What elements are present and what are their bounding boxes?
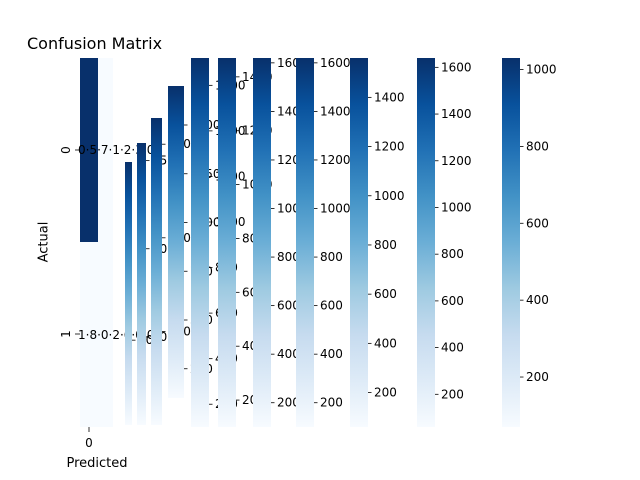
colorbar-0 bbox=[125, 162, 132, 425]
x-axis-label: Predicted bbox=[66, 456, 127, 471]
y-tick-label-0: 0 bbox=[59, 146, 73, 154]
cell-annotation-row0: 0·5·7·1·2·3·0 bbox=[78, 143, 154, 157]
heatmap-cell-row0-col1 bbox=[98, 58, 113, 242]
colorbar-8-tick-label: 1400 bbox=[374, 90, 405, 104]
colorbar-9 bbox=[417, 58, 435, 427]
colorbar-7-tick-label: 200 bbox=[320, 396, 343, 410]
colorbar-7 bbox=[296, 58, 314, 427]
colorbar-9-tick-label: 400 bbox=[441, 341, 464, 355]
colorbar-9-tick-label: 600 bbox=[441, 294, 464, 308]
colorbar-8-tick-label: 200 bbox=[374, 386, 397, 400]
colorbars-group: 5005001000150050010001500250500750100012… bbox=[125, 56, 557, 427]
colorbar-7-tick-label: 400 bbox=[320, 347, 343, 361]
y-tick-label-1: 1 bbox=[59, 330, 73, 338]
colorbar-10 bbox=[502, 58, 520, 427]
y-axis-label: Actual bbox=[37, 222, 52, 263]
colorbar-6-tick-label: 400 bbox=[277, 347, 300, 361]
colorbar-9-tick-label: 1400 bbox=[441, 107, 472, 121]
colorbar-8-tick-label: 600 bbox=[374, 287, 397, 301]
colorbar-9-tick-label: 200 bbox=[441, 387, 464, 401]
colorbar-3 bbox=[168, 86, 184, 398]
colorbar-8 bbox=[350, 58, 368, 427]
colorbar-9-tick-label: 1200 bbox=[441, 154, 472, 168]
colorbar-10-tick-label: 1000 bbox=[526, 63, 557, 77]
colorbar-10-tick-label: 800 bbox=[526, 139, 549, 153]
colorbar-4 bbox=[191, 58, 209, 427]
colorbar-8-tick-label: 400 bbox=[374, 336, 397, 350]
colorbar-9-tick-label: 800 bbox=[441, 247, 464, 261]
colorbar-5 bbox=[218, 58, 236, 427]
colorbar-7-tick-label: 1200 bbox=[320, 153, 351, 167]
colorbar-7-tick-label: 1000 bbox=[320, 202, 351, 216]
colorbar-1 bbox=[137, 143, 146, 425]
colorbar-7-tick-label: 600 bbox=[320, 299, 343, 313]
colorbar-6-tick-label: 800 bbox=[277, 250, 300, 264]
cell-annotation-row1: 1·8·0·2·6·0·0 bbox=[78, 328, 154, 342]
colorbar-9-tick-label: 1000 bbox=[441, 200, 472, 214]
colorbar-8-tick-label: 1200 bbox=[374, 140, 405, 154]
colorbar-8-tick-label: 800 bbox=[374, 238, 397, 252]
chart-title: Confusion Matrix bbox=[27, 34, 162, 53]
colorbar-10-tick-label: 600 bbox=[526, 216, 549, 230]
heatmap-cell-row0-col0 bbox=[80, 58, 98, 242]
colorbar-8-tick-label: 1000 bbox=[374, 189, 405, 203]
colorbar-2 bbox=[151, 118, 162, 425]
colorbar-6-tick-label: 600 bbox=[277, 299, 300, 313]
heatmap-cell-row1-col0 bbox=[80, 242, 98, 427]
colorbar-7-tick-label: 1600 bbox=[320, 56, 351, 70]
colorbar-9-tick-label: 1600 bbox=[441, 60, 472, 74]
colorbar-6 bbox=[253, 58, 271, 427]
colorbar-7-tick-label: 800 bbox=[320, 250, 343, 264]
colorbar-6-tick-label: 200 bbox=[277, 396, 300, 410]
colorbar-7-tick-label: 1400 bbox=[320, 104, 351, 118]
x-tick-label-0: 0 bbox=[85, 436, 93, 450]
heatmap-cell-row1-col1 bbox=[98, 242, 113, 427]
colorbar-10-tick-label: 200 bbox=[526, 370, 549, 384]
colorbar-10-tick-label: 400 bbox=[526, 293, 549, 307]
